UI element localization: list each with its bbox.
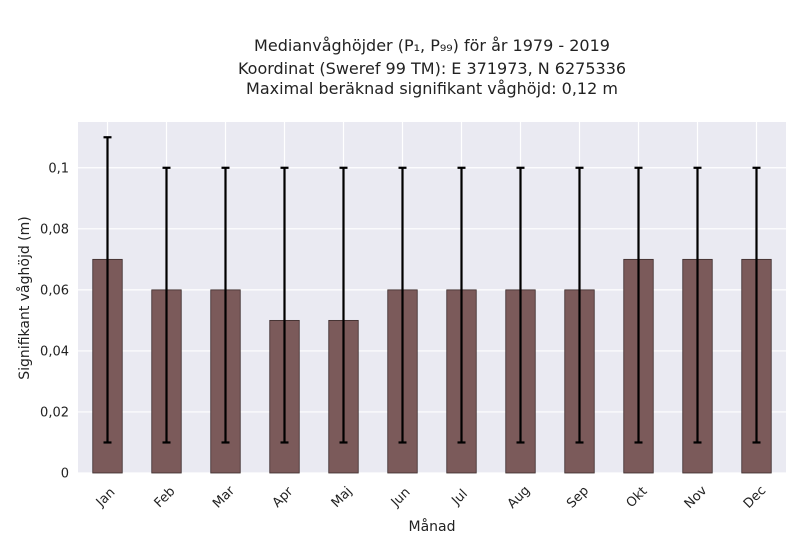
chart-title: Medianvåghöjder (P₁, P₉₉) för år 1979 - … — [238, 36, 626, 98]
x-tick-label: Mar — [210, 483, 238, 511]
x-tick-label: Jul — [448, 487, 470, 509]
y-axis-ticks: 0 0,02 0,04 0,06 0,08 0,1 — [40, 161, 69, 481]
x-axis-label: Månad — [409, 518, 456, 535]
x-tick-label: Aug — [505, 483, 534, 512]
y-tick-label: 0,1 — [48, 161, 69, 176]
y-axis-label: Signifikant våghöjd (m) — [16, 216, 33, 379]
y-tick-label: 0,04 — [40, 344, 69, 359]
error-bar-feb — [162, 166, 171, 444]
title-line-3: Maximal beräknad signifikant våghöjd: 0,… — [246, 79, 618, 98]
x-tick-label: Apr — [270, 484, 297, 511]
title-line-2: Koordinat (Sweref 99 TM): E 371973, N 62… — [238, 59, 626, 78]
error-bars — [103, 136, 761, 444]
y-tick-label: 0,02 — [40, 405, 69, 420]
x-tick-label: Dec — [741, 483, 769, 511]
x-tick-label: Okt — [624, 484, 651, 511]
error-bar-maj — [339, 166, 348, 444]
error-bar-aug — [516, 166, 525, 444]
error-bar-jun — [398, 166, 407, 444]
error-bar-mar — [221, 166, 230, 444]
y-tick-label: 0 — [61, 467, 69, 482]
error-bar-nov — [693, 166, 702, 444]
error-bar-apr — [280, 166, 289, 444]
error-bar-dec — [752, 166, 761, 444]
x-tick-label: Sep — [564, 484, 592, 512]
error-bar-jul — [457, 166, 466, 444]
title-line-1: Medianvåghöjder (P₁, P₉₉) för år 1979 - … — [254, 36, 610, 55]
x-tick-label: Nov — [682, 483, 711, 512]
error-bar-sep — [575, 166, 584, 444]
error-bar-okt — [634, 166, 643, 444]
y-tick-label: 0,06 — [40, 283, 69, 298]
x-tick-label: Jun — [388, 485, 414, 511]
plot-area — [78, 122, 786, 473]
x-axis-ticks: Jan Feb Mar Apr Maj Jun Jul Aug Sep Okt Nov Dec — [93, 483, 769, 512]
error-bar-jan — [103, 136, 112, 444]
x-tick-label: Feb — [152, 484, 179, 511]
x-tick-label: Maj — [329, 484, 356, 511]
x-tick-label: Jan — [93, 485, 118, 510]
y-tick-label: 0,08 — [40, 222, 69, 237]
